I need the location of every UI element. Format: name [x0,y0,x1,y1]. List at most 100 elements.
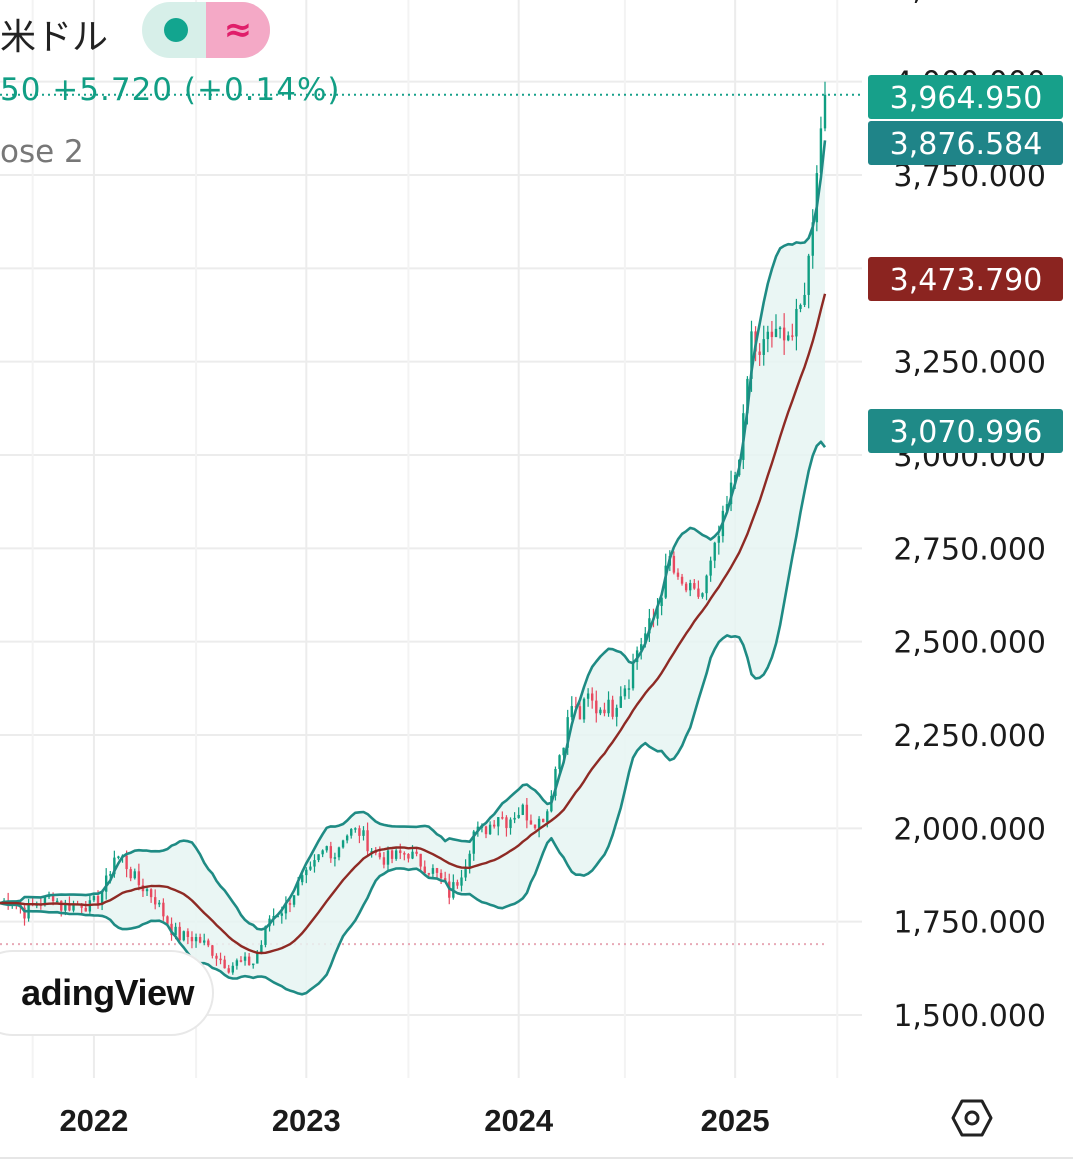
indicator-legend[interactable]: ose 2 [0,134,84,170]
candle-body [407,854,410,859]
candle-body [619,696,622,708]
candle-body [223,959,226,969]
candle-body [660,597,663,607]
tradingview-logo[interactable]: adingView [0,950,214,1036]
price-tag-label: 3,473.790 [890,263,1043,298]
price-tag-ma [868,257,1063,301]
candle-body [582,698,586,720]
candle-body [153,897,157,905]
price-tag-label: 3,964.950 [890,81,1043,116]
candle-body [113,857,116,875]
candle-body [787,335,790,341]
candle-body [431,868,435,874]
delayed-data-icon[interactable]: ≈ [206,2,270,58]
candle-body [80,904,83,908]
candle-body [207,940,210,946]
candle-body [497,817,500,827]
candle-body [586,693,590,699]
candle-body [525,804,529,821]
candle-body [640,644,643,651]
candle-body [762,339,765,355]
candle-body [713,542,716,561]
candle-body [819,128,823,174]
y-tick-label: 3,250.000 [893,346,1046,381]
candle-body [468,853,471,867]
price-tag-lower [868,409,1063,453]
x-tick-label: 2024 [484,1103,554,1138]
x-tick-label: 2025 [701,1103,770,1138]
chart-status-pill[interactable]: ≈ [142,2,270,58]
candle-body [149,889,153,898]
candle-body [158,902,161,905]
candle-body [807,255,810,295]
candle-body [358,828,361,836]
candle-body [190,937,194,942]
candle-body [129,869,132,879]
candle-body [350,829,353,836]
candle-body [51,895,55,902]
candle-body [546,811,549,823]
candle-body [615,707,618,717]
candle-body [125,855,128,870]
candle-body [370,851,373,853]
candle-body [517,814,520,818]
candle-body [203,940,206,943]
candle-body [219,958,222,961]
upper-band-line [0,140,827,931]
candle-body [411,851,414,859]
candle-body [23,907,26,919]
candle-body [55,900,59,903]
candle-body [709,560,712,576]
y-tick-label: 2,000.000 [893,812,1046,847]
price-tag-last [868,75,1063,119]
y-tick-label: 1,750.000 [893,906,1046,941]
candle-body [239,960,243,962]
candle-body [603,709,606,714]
candle-body [394,850,398,859]
y-tick-label: 2,750.000 [893,532,1046,567]
candle-body [693,583,696,589]
candle-body [231,965,234,973]
candle-body [460,877,463,886]
candle-body [697,588,700,597]
candle-body [321,850,324,855]
price-tag-label: 3,876.584 [890,127,1043,162]
candle-body [235,960,239,966]
candle-body [382,857,386,865]
candle-body [301,875,304,883]
candle-body [264,926,267,945]
candle-body [145,889,149,892]
candle-body [133,871,136,879]
candle-body [64,903,67,911]
candle-body [533,824,537,829]
candle-body [403,853,406,855]
bollinger-band-fill [0,140,825,995]
price-tags: 3,964.950 3,876.584 3,473.790 3,070.996 [868,75,1063,453]
candle-body [378,853,382,858]
candle-body [341,840,345,848]
candle-body [529,820,533,825]
candle-body [247,956,251,966]
candle-body [92,896,96,901]
price-change-text: 50 +5.720 (+0.14%) [0,72,341,108]
candle-body [415,851,418,854]
candle-body [541,818,545,823]
candle-body [399,850,402,854]
candle-body [537,818,541,829]
price-tag-upper [868,121,1063,165]
candle-body [96,896,100,905]
candle-body [333,857,337,859]
candle-body [521,804,524,815]
candle-body [435,868,439,873]
candle-body [439,872,443,879]
candle-body [803,294,806,305]
chart-settings-icon[interactable] [951,1097,993,1139]
middle-band-line [0,293,827,955]
candle-body [174,926,177,936]
candle-body [100,891,104,905]
candle-body [509,819,512,829]
candle-body [501,817,504,819]
price-tag-label: 3,070.996 [890,415,1043,450]
candle-body [705,575,708,594]
